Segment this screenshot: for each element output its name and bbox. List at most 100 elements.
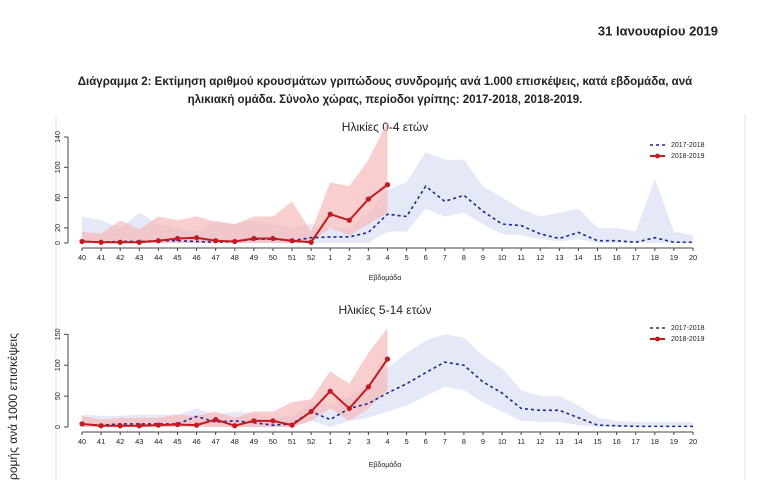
- x-tick-label: 6: [424, 437, 428, 446]
- x-tick-label: 42: [116, 437, 124, 446]
- y-axis-label: ρομής ανά 1000 επισκέψεις: [6, 333, 20, 480]
- y-tick-label: 50: [55, 392, 62, 400]
- x-tick-label: 3: [366, 253, 370, 262]
- y-tick-label: 100: [55, 359, 62, 371]
- x-tick-label: 42: [116, 253, 124, 262]
- y-tick-label: 0: [55, 425, 62, 429]
- x-tick-label: 11: [517, 253, 525, 262]
- series-point: [346, 405, 352, 412]
- series-point: [384, 356, 391, 362]
- x-tick-label: 14: [574, 437, 582, 446]
- series-point: [174, 235, 181, 242]
- x-tick-label: 45: [173, 437, 181, 446]
- x-axis-label: Εβδομάδα: [369, 274, 402, 282]
- series-point: [155, 422, 161, 428]
- series-point: [174, 421, 181, 428]
- x-tick-label: 19: [670, 253, 678, 262]
- series-point: [308, 408, 314, 415]
- x-tick-label: 51: [288, 253, 296, 262]
- x-tick-label: 52: [307, 437, 315, 446]
- x-tick-label: 43: [135, 437, 143, 446]
- x-tick-label: 5: [405, 437, 409, 446]
- legend-label: 2018-2019: [671, 336, 705, 343]
- series-point: [251, 418, 257, 424]
- x-tick-label: 19: [670, 437, 678, 446]
- x-tick-label: 50: [269, 253, 277, 262]
- date: 31 Ιανουαρίου 2019: [598, 23, 718, 38]
- x-tick-label: 48: [231, 253, 239, 262]
- x-tick-label: 40: [78, 253, 86, 262]
- series-point: [79, 421, 85, 427]
- series-point: [155, 238, 161, 244]
- x-tick-label: 13: [555, 437, 563, 446]
- y-tick-label: 20: [55, 224, 62, 232]
- x-tick-label: 41: [97, 253, 105, 262]
- series-point: [384, 182, 391, 188]
- x-tick-label: 45: [173, 253, 181, 262]
- x-tick-label: 46: [192, 253, 200, 262]
- series-point: [346, 217, 352, 223]
- x-tick-label: 9: [481, 253, 485, 262]
- x-tick-label: 48: [231, 437, 239, 446]
- x-tick-label: 1: [328, 253, 332, 262]
- x-tick-label: 12: [536, 437, 544, 446]
- x-tick-label: 8: [462, 437, 466, 446]
- x-tick-label: 11: [517, 437, 525, 446]
- y-tick-label: 0: [55, 241, 62, 245]
- x-tick-label: 17: [632, 253, 640, 262]
- series-point: [289, 238, 295, 244]
- series-point: [365, 384, 372, 390]
- x-tick-label: 4: [385, 437, 389, 446]
- x-tick-label: 12: [536, 253, 544, 262]
- x-tick-label: 41: [97, 437, 105, 446]
- series-point: [251, 235, 257, 242]
- x-tick-label: 47: [211, 253, 219, 262]
- x-tick-label: 10: [498, 437, 506, 446]
- x-tick-label: 40: [78, 437, 86, 446]
- series-point: [270, 418, 276, 424]
- chart-title: Ηλικίες 5-14 ετών: [338, 303, 431, 317]
- x-tick-label: 20: [689, 437, 697, 446]
- x-tick-label: 2: [347, 253, 351, 262]
- series-point: [117, 423, 123, 429]
- x-tick-label: 50: [269, 437, 277, 446]
- y-tick-label: 60: [55, 194, 62, 202]
- x-tick-label: 44: [154, 437, 162, 446]
- x-axis-label: Εβδομάδα: [369, 461, 402, 469]
- x-tick-label: 7: [443, 437, 447, 446]
- x-tick-label: 10: [498, 253, 506, 262]
- series-point: [98, 423, 104, 429]
- y-tick-label: 140: [55, 131, 62, 143]
- series-line: [81, 185, 693, 244]
- series-point: [213, 238, 219, 244]
- x-tick-label: 7: [443, 253, 447, 262]
- x-tick-label: 18: [651, 253, 659, 262]
- series-point: [289, 422, 295, 428]
- x-tick-label: 15: [593, 253, 601, 262]
- series-point: [136, 239, 142, 245]
- x-tick-label: 15: [593, 437, 601, 446]
- x-tick-label: 1: [328, 437, 332, 446]
- x-tick-label: 14: [574, 253, 582, 262]
- x-tick-label: 8: [462, 253, 466, 262]
- x-tick-label: 47: [211, 437, 219, 446]
- legend-label: 2017-2018: [671, 142, 705, 149]
- x-tick-label: 3: [366, 437, 370, 446]
- x-tick-label: 46: [192, 437, 200, 446]
- series-point: [213, 416, 219, 423]
- x-tick-label: 18: [651, 437, 659, 446]
- series-point: [270, 235, 276, 242]
- series-point: [327, 211, 333, 217]
- y-tick-label: 150: [55, 328, 62, 340]
- x-tick-label: 13: [555, 253, 563, 262]
- series-point: [117, 239, 123, 245]
- legend-label: 2018-2019: [671, 153, 705, 160]
- x-tick-label: 4: [385, 253, 389, 262]
- x-tick-label: 2: [347, 437, 351, 446]
- confidence-band: [82, 121, 388, 243]
- caption-line: ηλικιακή ομάδα. Σύνολο χώρας, περίοδοι γ…: [188, 94, 583, 106]
- y-tick-label: 100: [55, 161, 62, 173]
- series-point: [232, 238, 238, 245]
- caption-line: Διάγραμμα 2: Εκτίμηση αριθμού κρουσμάτων…: [78, 76, 692, 88]
